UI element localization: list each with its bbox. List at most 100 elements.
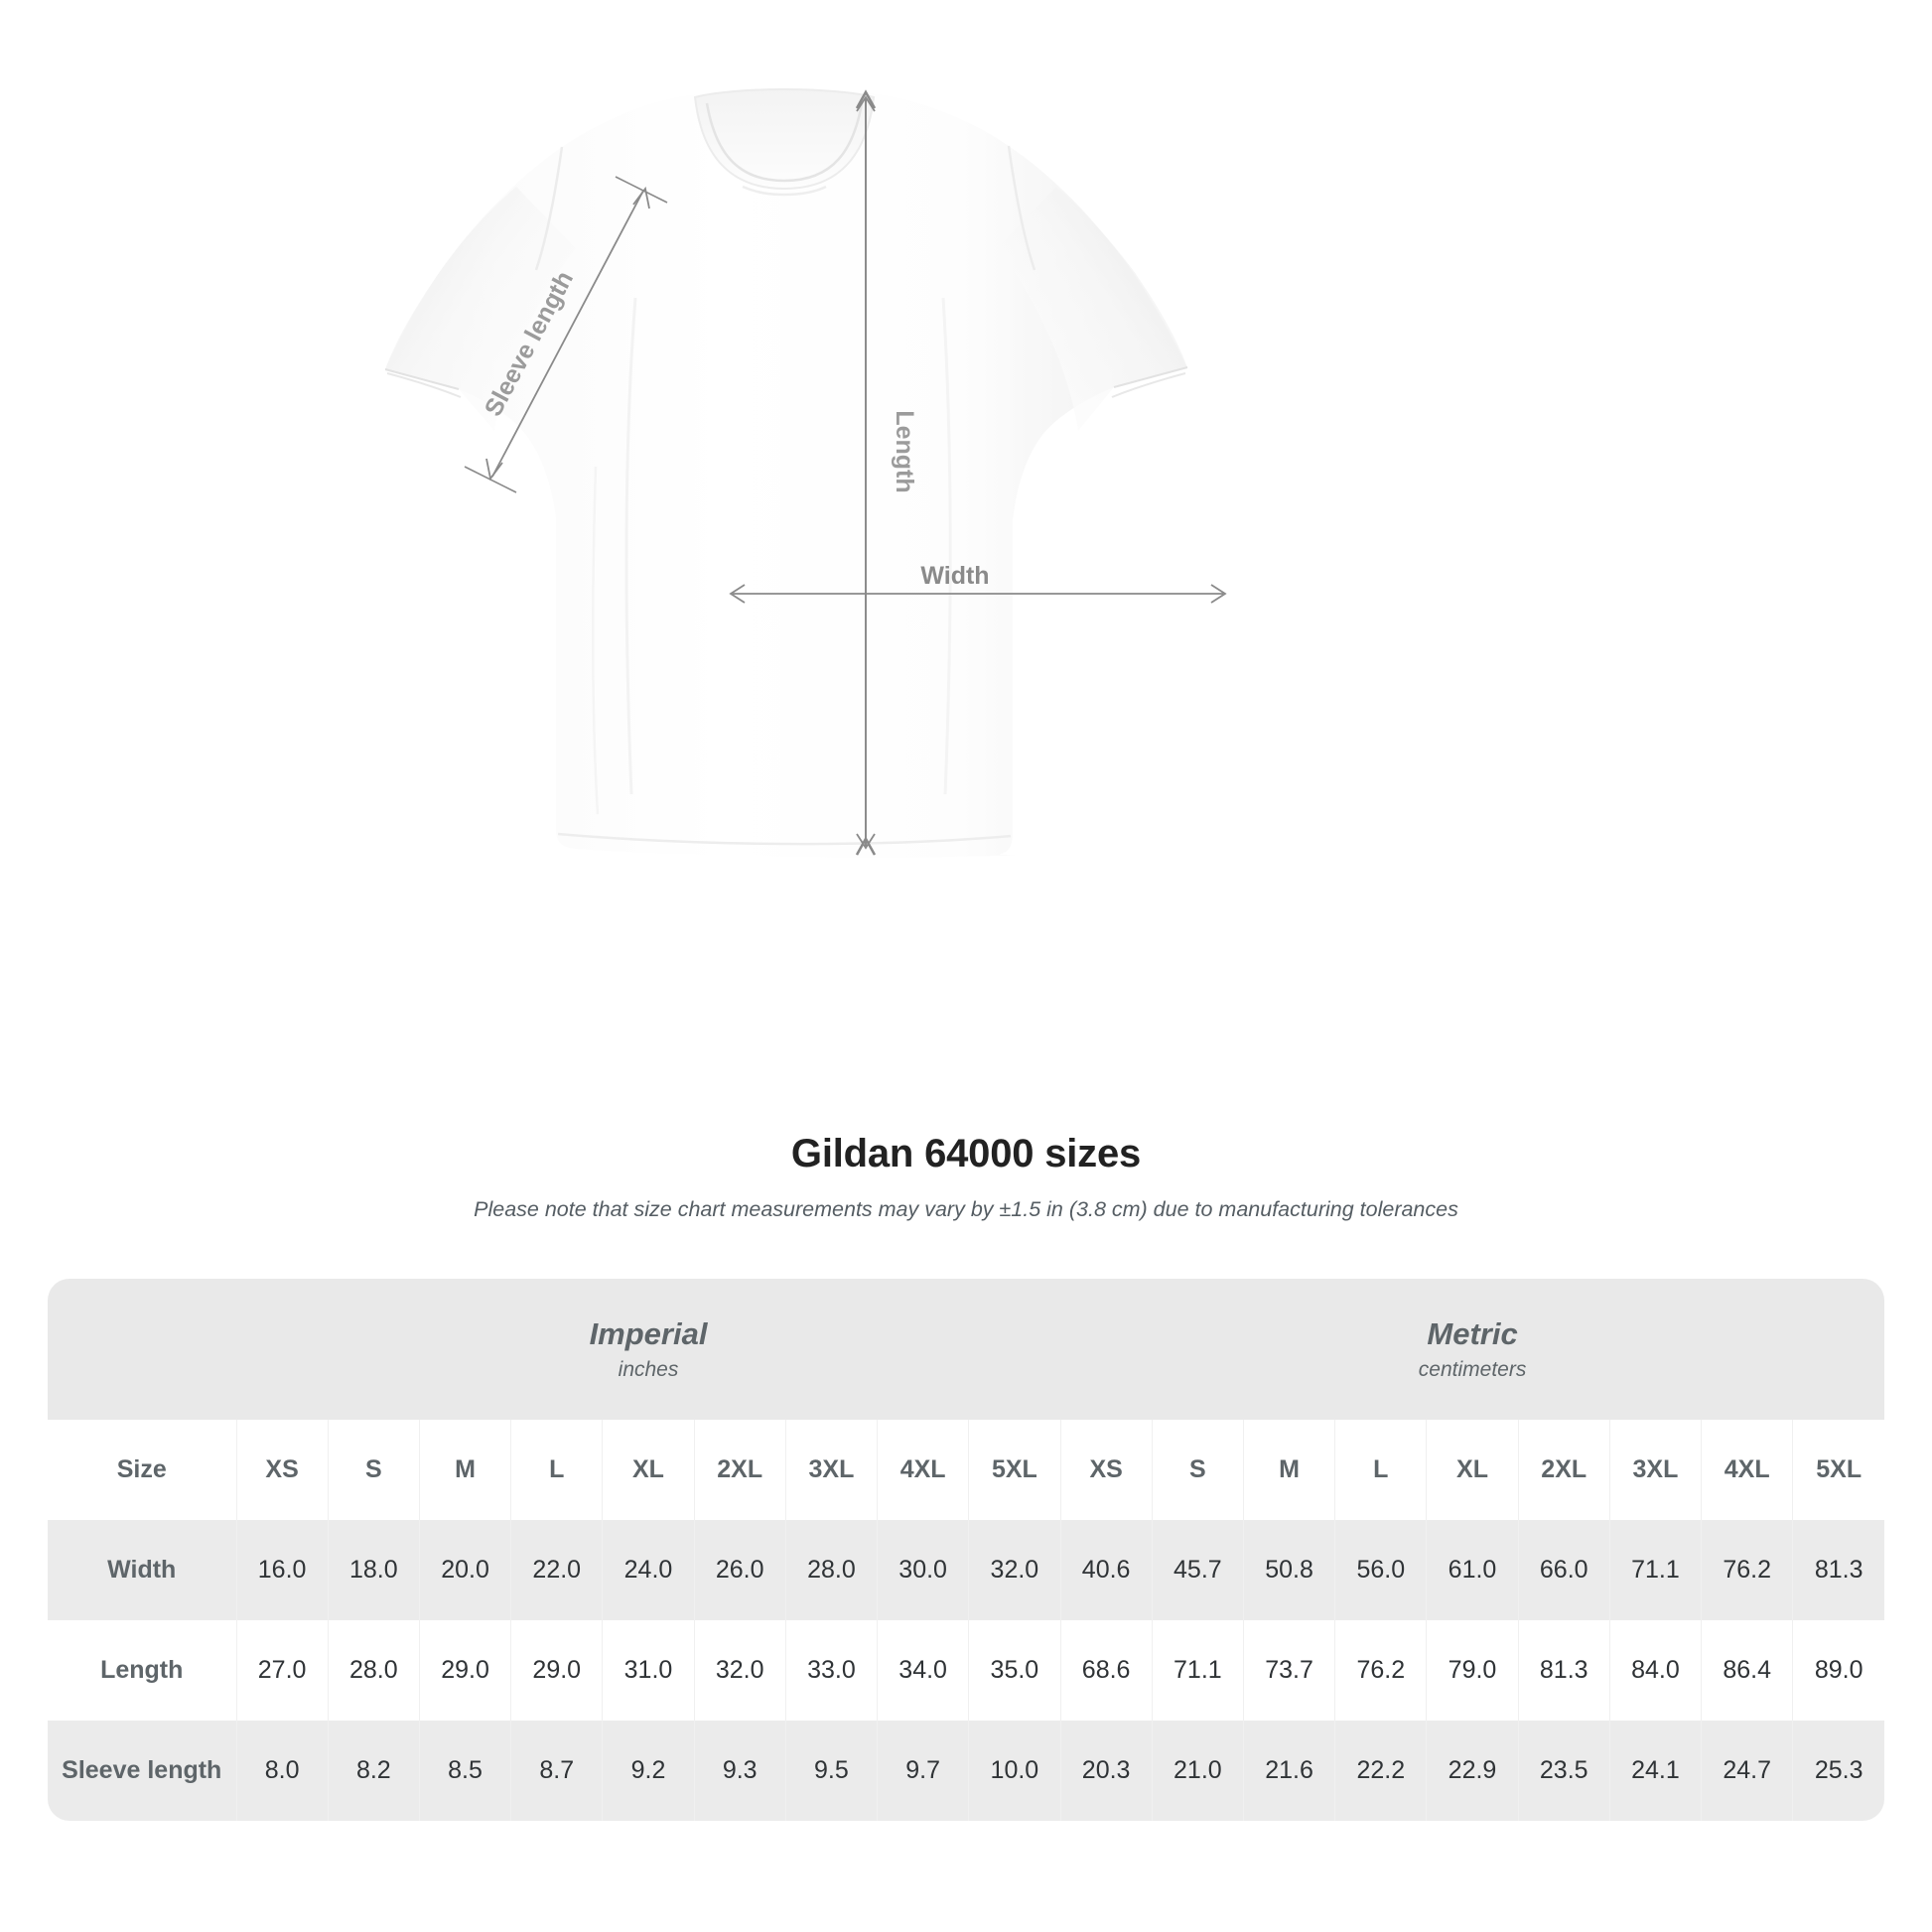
value-cell: 45.7 xyxy=(1151,1520,1244,1620)
value-cell: 20.3 xyxy=(1059,1721,1153,1821)
size-cell: M xyxy=(1242,1420,1335,1520)
tolerance-note: Please note that size chart measurements… xyxy=(474,1197,1458,1221)
value-cell: 29.0 xyxy=(418,1620,511,1721)
size-cell: 5XL xyxy=(968,1420,1061,1520)
unit-group-metric-sub: centimeters xyxy=(1418,1357,1527,1381)
unit-group-imperial-name: Imperial xyxy=(589,1316,708,1352)
tshirt-diagram: Sleeve length Length Width xyxy=(384,87,1227,858)
unit-group-imperial-sub: inches xyxy=(618,1357,679,1381)
length-measure-line xyxy=(855,89,877,856)
row-header-sleeve-length: Sleeve length xyxy=(48,1721,236,1821)
value-cell: 22.0 xyxy=(510,1520,603,1620)
value-cell: 10.0 xyxy=(968,1721,1061,1821)
value-cell: 33.0 xyxy=(784,1620,878,1721)
table-row: Width 16.0 18.0 20.0 22.0 24.0 26.0 28.0… xyxy=(48,1520,1885,1620)
diagram-label-length: Length xyxy=(891,410,918,492)
value-cell: 31.0 xyxy=(602,1620,695,1721)
unit-group-metric-name: Metric xyxy=(1427,1316,1518,1352)
value-cell: 84.0 xyxy=(1608,1620,1702,1721)
page-title: Gildan 64000 sizes xyxy=(790,1132,1142,1175)
value-cell: 76.2 xyxy=(1334,1620,1427,1721)
value-cell: 81.3 xyxy=(1792,1520,1885,1620)
value-cell: 56.0 xyxy=(1334,1520,1427,1620)
value-cell: 18.0 xyxy=(327,1520,420,1620)
table-row-sizes: Size XS S M L XL 2XL 3XL 4XL 5XL XS S M … xyxy=(48,1420,1885,1520)
size-cell: S xyxy=(1151,1420,1244,1520)
size-cell: S xyxy=(327,1420,420,1520)
row-header-width: Width xyxy=(48,1520,236,1620)
size-cell: XS xyxy=(235,1420,329,1520)
value-cell: 25.3 xyxy=(1792,1721,1885,1821)
size-cell: 3XL xyxy=(1608,1420,1702,1520)
size-cell: 4XL xyxy=(1701,1420,1793,1520)
value-cell: 21.6 xyxy=(1242,1721,1335,1821)
value-cell: 16.0 xyxy=(235,1520,329,1620)
value-cell: 79.0 xyxy=(1426,1620,1519,1721)
value-cell: 9.7 xyxy=(877,1721,969,1821)
value-cell: 8.5 xyxy=(418,1721,511,1821)
size-cell: XL xyxy=(602,1420,695,1520)
value-cell: 66.0 xyxy=(1517,1520,1610,1620)
value-cell: 22.9 xyxy=(1426,1721,1519,1821)
value-cell: 73.7 xyxy=(1242,1620,1335,1721)
value-cell: 24.1 xyxy=(1608,1721,1702,1821)
size-chart-table-wrapper: Imperial inches Metric centimeters Size … xyxy=(48,1279,1885,1821)
size-cell: 5XL xyxy=(1792,1420,1885,1520)
sleeve-length-measure-line xyxy=(464,176,668,493)
table-row: Sleeve length 8.0 8.2 8.5 8.7 9.2 9.3 9.… xyxy=(48,1721,1885,1821)
value-cell: 71.1 xyxy=(1151,1620,1244,1721)
value-cell: 35.0 xyxy=(968,1620,1061,1721)
value-cell: 9.3 xyxy=(693,1721,786,1821)
value-cell: 24.7 xyxy=(1701,1721,1793,1821)
value-cell: 26.0 xyxy=(693,1520,786,1620)
value-cell: 50.8 xyxy=(1242,1520,1335,1620)
size-cell: XL xyxy=(1426,1420,1519,1520)
size-cell: L xyxy=(1334,1420,1427,1520)
value-cell: 76.2 xyxy=(1701,1520,1793,1620)
value-cell: 89.0 xyxy=(1792,1620,1885,1721)
value-cell: 86.4 xyxy=(1701,1620,1793,1721)
size-chart-table: Imperial inches Metric centimeters Size … xyxy=(48,1279,1885,1821)
value-cell: 21.0 xyxy=(1151,1721,1244,1821)
value-cell: 40.6 xyxy=(1059,1520,1153,1620)
value-cell: 30.0 xyxy=(877,1520,969,1620)
value-cell: 81.3 xyxy=(1517,1620,1610,1721)
size-cell: XS xyxy=(1059,1420,1153,1520)
value-cell: 68.6 xyxy=(1059,1620,1153,1721)
unit-group-spacer xyxy=(48,1279,236,1420)
chart-header: Gildan 64000 sizes Please note that size… xyxy=(0,1130,1932,1224)
value-cell: 32.0 xyxy=(968,1520,1061,1620)
value-cell: 22.2 xyxy=(1334,1721,1427,1821)
row-header-size: Size xyxy=(48,1420,236,1520)
tshirt-garment-shape xyxy=(384,87,1188,858)
value-cell: 24.0 xyxy=(602,1520,695,1620)
unit-group-imperial: Imperial inches xyxy=(236,1279,1061,1420)
value-cell: 28.0 xyxy=(327,1620,420,1721)
row-header-length: Length xyxy=(48,1620,236,1721)
value-cell: 20.0 xyxy=(418,1520,511,1620)
size-cell: 2XL xyxy=(693,1420,786,1520)
value-cell: 8.7 xyxy=(510,1721,603,1821)
value-cell: 32.0 xyxy=(693,1620,786,1721)
size-cell: L xyxy=(510,1420,603,1520)
size-cell: 4XL xyxy=(877,1420,969,1520)
value-cell: 29.0 xyxy=(510,1620,603,1721)
diagram-label-width: Width xyxy=(920,562,989,590)
value-cell: 8.0 xyxy=(235,1721,329,1821)
width-measure-line xyxy=(729,584,1227,604)
size-cell: 3XL xyxy=(784,1420,878,1520)
unit-group-row: Imperial inches Metric centimeters xyxy=(48,1279,1885,1420)
value-cell: 61.0 xyxy=(1426,1520,1519,1620)
unit-group-metric: Metric centimeters xyxy=(1060,1279,1885,1420)
value-cell: 8.2 xyxy=(327,1721,420,1821)
value-cell: 71.1 xyxy=(1608,1520,1702,1620)
value-cell: 9.2 xyxy=(602,1721,695,1821)
value-cell: 28.0 xyxy=(784,1520,878,1620)
value-cell: 27.0 xyxy=(235,1620,329,1721)
value-cell: 23.5 xyxy=(1517,1721,1610,1821)
value-cell: 34.0 xyxy=(877,1620,969,1721)
value-cell: 9.5 xyxy=(784,1721,878,1821)
size-cell: M xyxy=(418,1420,511,1520)
size-cell: 2XL xyxy=(1517,1420,1610,1520)
table-row: Length 27.0 28.0 29.0 29.0 31.0 32.0 33.… xyxy=(48,1620,1885,1721)
